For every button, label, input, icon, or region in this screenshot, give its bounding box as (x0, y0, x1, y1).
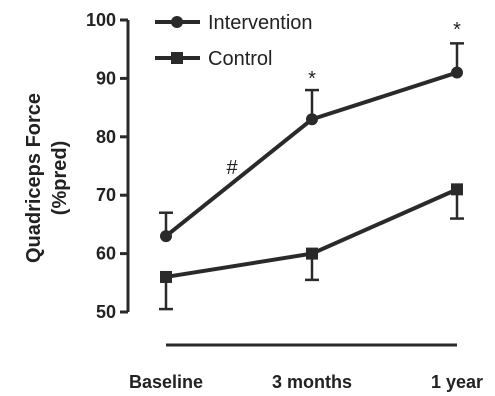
legend-label: Control (208, 48, 272, 70)
x-tick-label: 3 months (272, 372, 352, 392)
data-point (306, 247, 318, 260)
y-axis-label: Quadriceps Force (%pred) (23, 93, 71, 263)
series-control (159, 183, 464, 311)
y-tick-label: 60 (96, 244, 116, 264)
x-tick-label: Baseline (129, 372, 203, 392)
y-axis-label-line1: Quadriceps Force (23, 93, 45, 263)
y-tick-label: 80 (96, 127, 116, 147)
annotations: # * * (226, 19, 461, 179)
y-tick-label: 70 (96, 185, 116, 205)
legend: Intervention Control (155, 12, 313, 70)
y-tick-label: 100 (86, 10, 116, 30)
legend-marker (171, 16, 183, 28)
y-tick-label: 90 (96, 68, 116, 88)
legend-marker (171, 52, 183, 64)
data-point (160, 270, 172, 283)
legend-label: Intervention (208, 12, 313, 34)
annotation-asterisk: * (453, 19, 461, 41)
x-tick-label: 1 year (431, 372, 483, 392)
legend-item-intervention: Intervention (155, 12, 313, 34)
y-axis: 50 60 70 80 90 100 (86, 10, 130, 322)
annotation-asterisk: * (308, 68, 316, 90)
y-axis-label-line2: (%pred) (49, 141, 71, 215)
data-point (160, 230, 172, 243)
legend-item-control: Control (155, 48, 272, 70)
x-axis: Baseline 3 months 1 year (129, 343, 483, 392)
series-intervention (159, 42, 464, 243)
data-point (451, 183, 463, 196)
annotation-hash: # (226, 157, 238, 179)
y-tick-label: 50 (96, 302, 116, 322)
data-point (451, 66, 463, 79)
data-point (306, 113, 318, 126)
series-layer (159, 42, 464, 311)
